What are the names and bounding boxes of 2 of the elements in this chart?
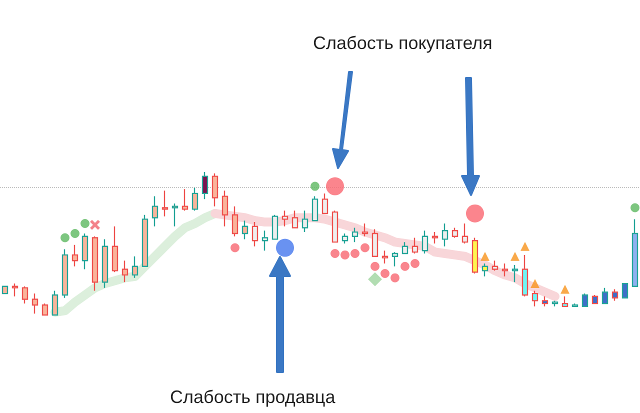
text: Слабость продавца bbox=[170, 387, 336, 407]
text: Слабость покупателя bbox=[313, 33, 492, 53]
